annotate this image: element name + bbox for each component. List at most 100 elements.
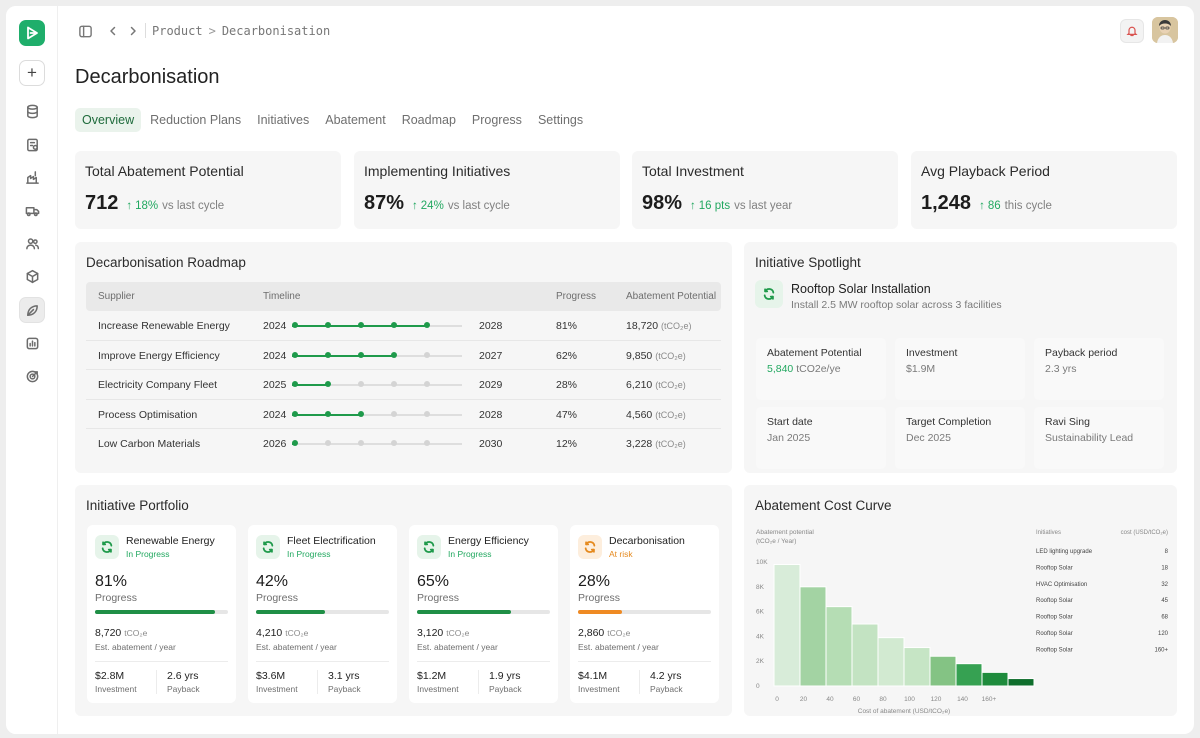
abatement-unit: tCO₂e <box>285 628 309 638</box>
kpi-compare: this cycle <box>1004 200 1052 212</box>
investment-label: Investment <box>95 684 137 694</box>
payback-value: 2.6 yrs <box>167 670 199 682</box>
col-progress[interactable]: Progress <box>556 291 597 302</box>
add-button[interactable]: + <box>19 60 45 86</box>
row-start: 2025 <box>263 379 287 392</box>
abatement-unit: tCO2e/ye <box>796 363 841 375</box>
milestone-dot <box>391 351 397 358</box>
abatement-unit: (tCO₂e) <box>655 409 686 420</box>
tab-abatement[interactable]: Abatement <box>325 113 386 127</box>
kpi-delta: 24% <box>420 200 444 212</box>
owner-name[interactable]: Ravi Sing <box>1045 416 1090 428</box>
sidebar: + <box>6 6 58 734</box>
progress-bar <box>95 610 228 614</box>
progress-fill <box>417 610 512 614</box>
investment-value: $2.8M <box>95 670 125 682</box>
refresh-icon <box>417 535 441 559</box>
chart-bar <box>955 663 983 687</box>
y-axis-label-line1: Abatement potential <box>756 529 814 536</box>
row-name: Improve Energy Efficiency <box>98 349 220 362</box>
kpi-delta: 18% <box>135 200 159 212</box>
row-start: 2026 <box>263 438 287 451</box>
row-name: Process Optimisation <box>98 408 198 421</box>
status-badge: In Progress <box>448 549 492 559</box>
app-window: + Product > Decarbonisation Decarbonisatio… <box>6 6 1194 734</box>
nav-products[interactable] <box>19 263 45 289</box>
nav-team[interactable] <box>19 230 45 256</box>
portfolio-card[interactable]: Fleet Electrification In Progress 42% Pr… <box>248 525 397 703</box>
card-progress-value: 28% <box>578 573 611 590</box>
legend-initiative: HVAC Optimisation <box>1036 582 1087 588</box>
y-tick-label: 6K <box>756 609 765 616</box>
table-row[interactable]: Low Carbon Materials 2026 2030 12% 3,228 (tC… <box>86 429 721 459</box>
card-name: Renewable Energy <box>126 535 215 547</box>
x-tick-label: 80 <box>879 696 887 703</box>
spotlight-name[interactable]: Rooftop Solar Installation <box>791 282 931 296</box>
progress-bar <box>578 610 711 614</box>
page-title: Decarbonisation <box>75 66 220 88</box>
row-abatement: 9,850 (tCO₂e) <box>626 350 686 362</box>
table-row[interactable]: Improve Energy Efficiency 2024 2027 62% 9,85… <box>86 341 721 371</box>
milestone-dot <box>424 351 430 358</box>
row-abatement: 18,720 (tCO₂e) <box>626 320 692 332</box>
milestone-dot <box>391 381 397 388</box>
milestone-dot <box>292 410 298 417</box>
clipboard-icon <box>26 138 38 151</box>
portfolio-card[interactable]: Energy Efficiency In Progress 65% Progre… <box>409 525 558 703</box>
table-row[interactable]: Increase Renewable Energy 2024 2028 81% 18,7… <box>86 311 721 341</box>
col-supplier[interactable]: Supplier <box>98 291 135 302</box>
nav-data[interactable] <box>19 98 45 124</box>
notifications-button[interactable] <box>1120 19 1144 43</box>
card-name: Fleet Electrification <box>287 535 376 547</box>
nav-targets[interactable] <box>19 363 45 389</box>
table-row[interactable]: Electricity Company Fleet 2025 2029 28% 6,21… <box>86 370 721 400</box>
chevron-right-icon[interactable] <box>124 22 142 40</box>
topbar-divider <box>145 23 146 38</box>
portfolio-card[interactable]: Decarbonisation At risk 28% Progress 2,8… <box>570 525 719 703</box>
spotlight-value: Dec 2025 <box>906 432 951 444</box>
kpi-compare: vs last cycle <box>162 200 225 212</box>
tab-overview[interactable]: Overview <box>75 108 142 132</box>
chevron-left-icon[interactable] <box>104 22 122 40</box>
tab-bar: Overview Reduction Plans Initiatives Aba… <box>75 108 590 132</box>
logo-icon[interactable] <box>19 20 45 46</box>
spotlight-label: Target Completion <box>906 416 992 428</box>
portfolio-card[interactable]: Renewable Energy In Progress 81% Progres… <box>87 525 236 703</box>
truck-icon <box>25 206 39 216</box>
investment-value: $4.1M <box>578 670 608 682</box>
tab-reduction-plans[interactable]: Reduction Plans <box>150 113 242 127</box>
col-abatement[interactable]: Abatement Potential <box>626 291 717 302</box>
chart-bar <box>877 637 905 687</box>
breadcrumb-parent[interactable]: Product <box>152 24 203 38</box>
kpi-delta: 16 pts <box>698 200 731 212</box>
sidebar-toggle-icon[interactable] <box>76 22 94 40</box>
kpi-card: Avg Playback Period 1,248 ↑ 86 this cycle <box>911 151 1177 229</box>
y-tick-label: 10K <box>756 559 768 566</box>
milestone-dot <box>358 410 364 417</box>
abatement-unit: (tCO₂e) <box>655 350 686 361</box>
arrow-up-icon: ↑ <box>690 200 696 212</box>
nav-fleet[interactable] <box>19 197 45 223</box>
table-row[interactable]: Process Optimisation 2024 2028 47% 4,560 (tC… <box>86 400 721 430</box>
col-timeline[interactable]: Timeline <box>263 291 301 302</box>
nav-decarbonisation[interactable] <box>19 297 45 323</box>
portfolio-title: Initiative Portfolio <box>86 498 189 513</box>
avatar[interactable] <box>1152 17 1178 43</box>
card-abatement: 8,720 tCO₂e <box>95 627 228 639</box>
tab-initiatives[interactable]: Initiatives <box>257 113 310 127</box>
nav-facilities[interactable] <box>19 164 45 190</box>
card-abatement-label: Est. abatement / year <box>256 642 337 652</box>
nav-reports[interactable] <box>19 131 45 157</box>
x-axis-label: Cost of abatement (USD/tCO₂e) <box>858 708 950 715</box>
tab-progress[interactable]: Progress <box>471 113 522 127</box>
tab-settings[interactable]: Settings <box>537 113 584 127</box>
tab-roadmap[interactable]: Roadmap <box>401 113 456 127</box>
spotlight-owner: Ravi Sing Sustainability Lead <box>1034 407 1164 469</box>
box-icon <box>26 269 38 283</box>
abatement-value: 3,120 <box>417 627 444 639</box>
cost-curve-panel: Abatement Cost Curve Abatement potential… <box>744 485 1177 716</box>
card-abatement-label: Est. abatement / year <box>578 642 659 652</box>
nav-analytics[interactable] <box>19 330 45 356</box>
card-progress-value: 42% <box>256 573 289 590</box>
row-abatement: 3,228 (tCO₂e) <box>626 438 686 450</box>
